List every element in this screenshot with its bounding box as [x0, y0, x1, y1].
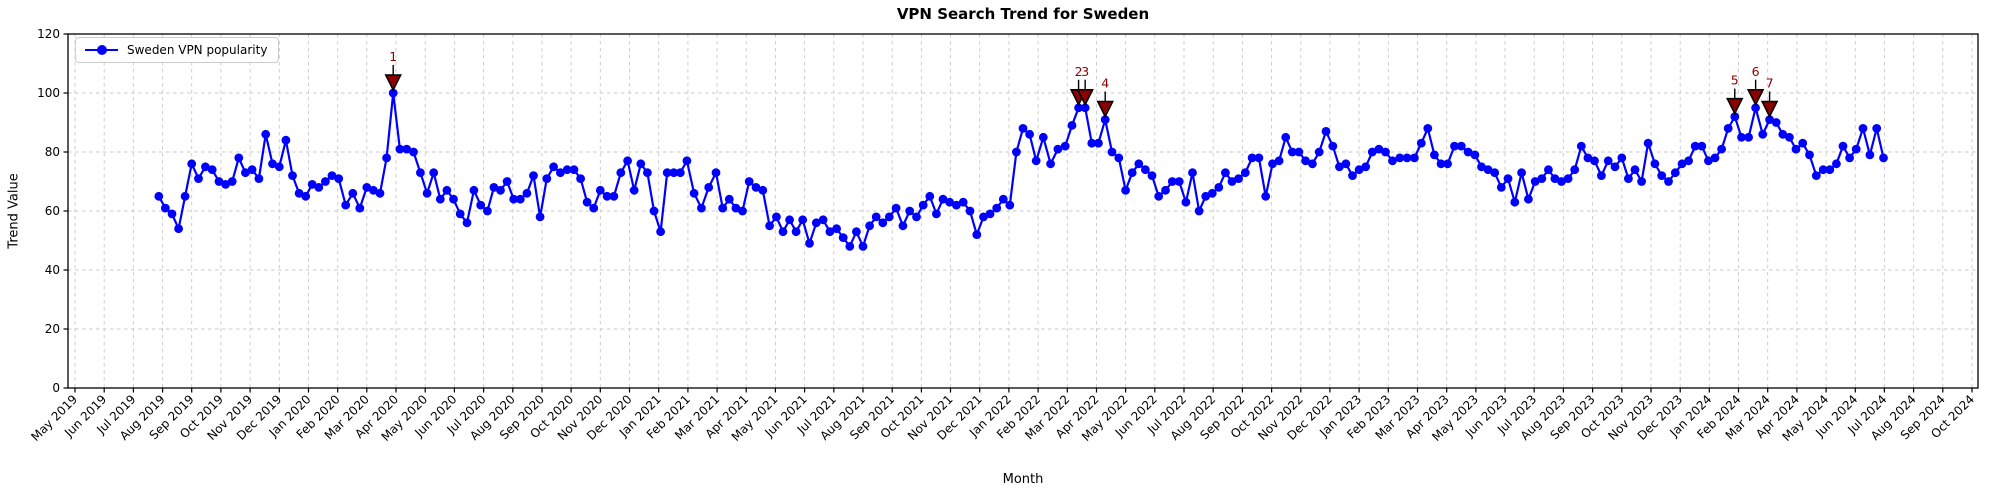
legend-label: Sweden VPN popularity — [127, 43, 268, 57]
legend-marker-dot — [96, 45, 107, 55]
svg-text:2: 2 — [1075, 64, 1083, 79]
legend-line-marker-swatch — [85, 45, 118, 55]
annotation-marker-5: 5 — [1726, 73, 1744, 116]
svg-text:20: 20 — [45, 322, 60, 336]
svg-text:4: 4 — [1101, 76, 1109, 91]
svg-text:7: 7 — [1766, 76, 1774, 91]
annotations: 1 234 567 — [384, 49, 1779, 119]
svg-text:80: 80 — [45, 145, 60, 159]
svg-text:120: 120 — [37, 27, 60, 41]
svg-text:40: 40 — [45, 263, 60, 277]
annotation-marker-6: 6 — [1746, 64, 1765, 107]
y-axis-label: Trend Value — [6, 173, 22, 249]
chart-title: VPN Search Trend for Sweden — [896, 5, 1150, 23]
svg-text:5: 5 — [1731, 73, 1739, 88]
annotation-marker-3: 3 — [1076, 64, 1094, 107]
svg-text:6: 6 — [1752, 64, 1760, 79]
legend: Sweden VPN popularity — [75, 37, 280, 63]
svg-text:60: 60 — [45, 204, 60, 218]
annotation-marker-4: 4 — [1096, 76, 1114, 119]
annotation-marker-7: 7 — [1760, 76, 1779, 119]
annotation-marker-1: 1 — [384, 49, 402, 92]
svg-text:3: 3 — [1081, 64, 1089, 79]
x-axis-label: Month — [1002, 472, 1044, 487]
y-axis: 0 20 40 60 80 100 120 — [37, 27, 68, 395]
svg-text:1: 1 — [389, 49, 397, 64]
grid-lines — [68, 33, 1978, 389]
svg-text:0: 0 — [52, 381, 60, 395]
data-points — [154, 88, 1888, 251]
svg-text:100: 100 — [37, 86, 60, 100]
